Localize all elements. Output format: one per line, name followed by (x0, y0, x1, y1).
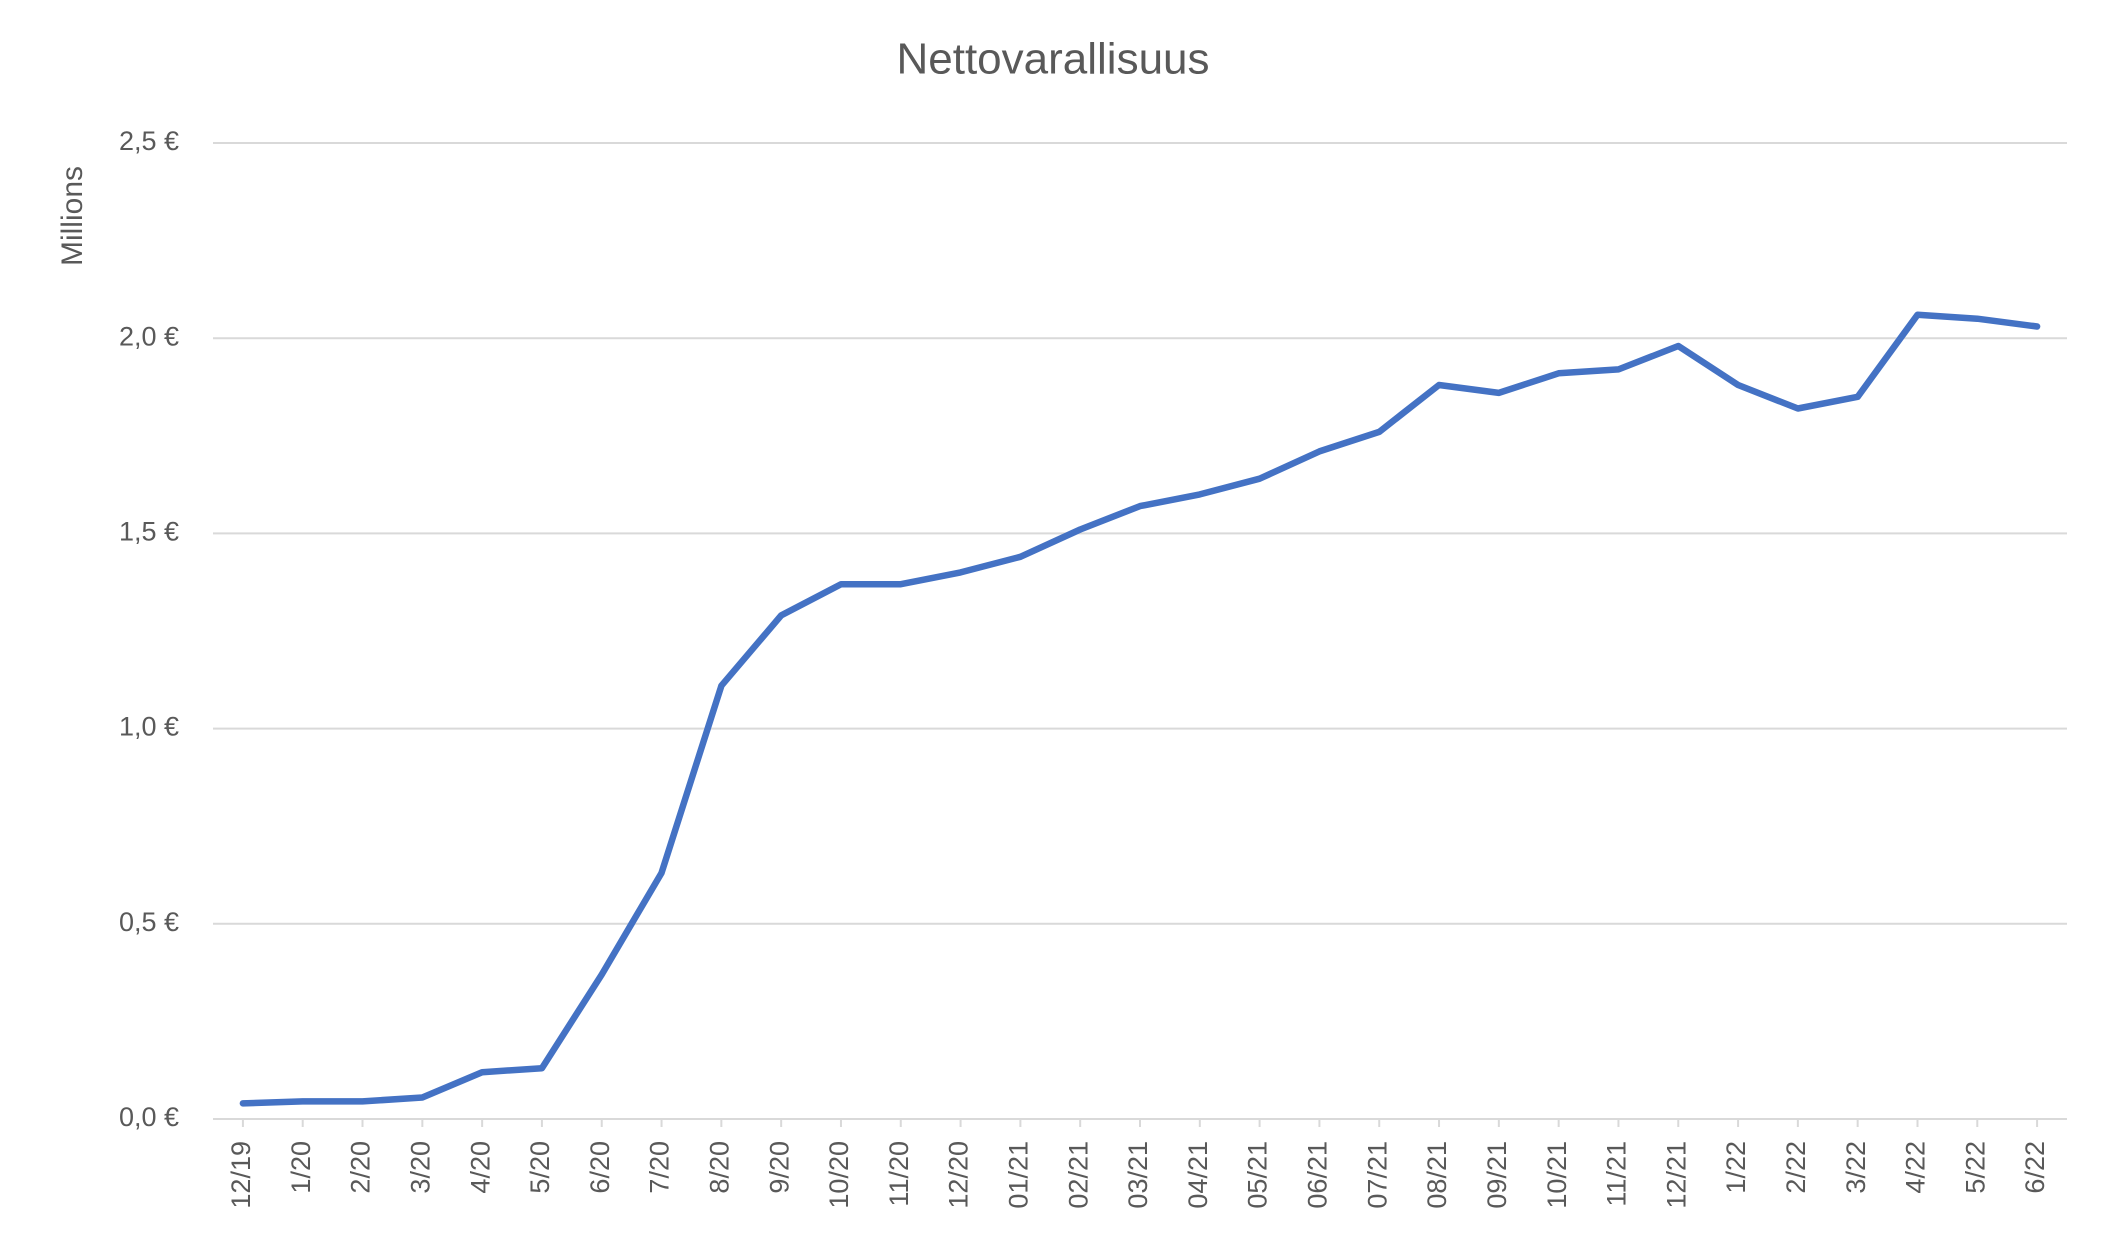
x-tick-label: 5/22 (1960, 1141, 1990, 1194)
x-tick-label: 8/20 (704, 1141, 734, 1194)
x-tick-label: 09/21 (1482, 1141, 1512, 1209)
x-tick-label: 2/22 (1781, 1141, 1811, 1194)
x-tick-label: 2/20 (346, 1141, 376, 1194)
x-tick-label: 1/22 (1721, 1141, 1751, 1194)
y-tick-label: 0,0 € (119, 1102, 179, 1132)
x-tick-label: 4/20 (465, 1141, 495, 1194)
y-tick-label: 2,0 € (119, 321, 179, 351)
y-axis-label: Millions (56, 166, 89, 266)
chart-title: Nettovarallisuus (896, 35, 1209, 84)
x-tick-label: 7/20 (645, 1141, 675, 1194)
x-tick-label: 01/21 (1004, 1141, 1034, 1209)
x-tick-label: 5/20 (525, 1141, 555, 1194)
x-tick-label: 11/21 (1602, 1141, 1632, 1207)
data-line (239, 311, 2041, 1107)
x-tick-label: 08/21 (1422, 1141, 1452, 1209)
y-tick-label: 0,5 € (119, 907, 179, 937)
x-tick-label: 11/20 (884, 1141, 914, 1207)
x-tick-label: 6/20 (585, 1141, 615, 1194)
x-tick-label: 12/21 (1661, 1141, 1691, 1209)
x-tick-label: 4/22 (1901, 1141, 1931, 1194)
x-tick-label: 05/21 (1243, 1141, 1273, 1209)
x-tick-label: 1/20 (286, 1141, 316, 1194)
x-tick-label: 12/20 (944, 1141, 974, 1209)
x-tick-label: 03/21 (1123, 1141, 1153, 1209)
x-tick-label: 10/21 (1542, 1141, 1572, 1209)
x-tick-label: 6/22 (2020, 1141, 2050, 1194)
x-tick-label: 3/20 (405, 1141, 435, 1194)
x-tick-label: 9/20 (764, 1141, 794, 1194)
y-tick-label: 1,5 € (119, 517, 179, 547)
x-tick-label: 02/21 (1063, 1141, 1093, 1209)
x-tick-label: 07/21 (1362, 1141, 1392, 1209)
x-tick-label: 3/22 (1841, 1141, 1871, 1194)
x-tick-label: 06/21 (1303, 1141, 1333, 1209)
y-tick-label: 1,0 € (119, 712, 179, 742)
x-tick-label: 10/20 (824, 1141, 854, 1209)
x-tick-label: 04/21 (1183, 1141, 1213, 1209)
y-tick-label: 2,5 € (119, 126, 179, 156)
x-tick-label: 12/19 (226, 1141, 256, 1209)
